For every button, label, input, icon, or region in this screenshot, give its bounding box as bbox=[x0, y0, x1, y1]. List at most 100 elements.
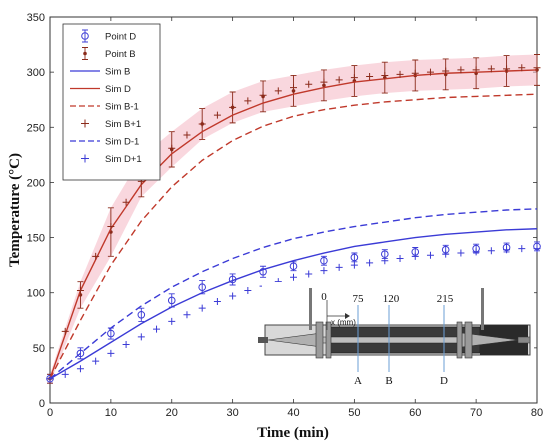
data-point-sim-b-1 bbox=[396, 70, 404, 78]
data-point-sim-d-1 bbox=[335, 263, 343, 271]
data-point-sim-d-1 bbox=[46, 375, 54, 383]
data-point-sim-b-1 bbox=[381, 71, 389, 79]
data-point-sim-d-1 bbox=[290, 273, 297, 281]
data-point-sim-b-1 bbox=[183, 131, 191, 139]
data-point-sim-b-1 bbox=[305, 80, 313, 88]
data-point-sim-b-1 bbox=[335, 76, 343, 84]
legend-item-sim-d-1: Sim D+1 bbox=[81, 154, 142, 165]
x-tick-label: 40 bbox=[287, 407, 299, 419]
legend-label: Sim B bbox=[105, 67, 130, 78]
data-point-sim-b-1 bbox=[168, 144, 176, 152]
legend: Point D Point B Sim B Sim D Sim B-1 Sim B+1 Si… bbox=[62, 23, 161, 181]
data-point-sim-b-1 bbox=[76, 287, 84, 295]
data-point-sim-b-1 bbox=[92, 252, 100, 260]
y-tick-label: 300 bbox=[27, 67, 45, 79]
inset-right-flange-2 bbox=[464, 321, 473, 359]
data-point-sim-d-1 bbox=[533, 245, 541, 253]
legend-label: Point B bbox=[105, 49, 136, 60]
legend-label: Sim B+1 bbox=[105, 119, 141, 130]
data-point-sim-b-1 bbox=[487, 65, 495, 73]
legend-swatch bbox=[81, 32, 89, 40]
y-tick-label: 350 bbox=[27, 12, 45, 24]
data-point-sim-d-1 bbox=[518, 245, 526, 253]
legend-item-sim-b-1: Sim B+1 bbox=[81, 119, 141, 130]
data-point-sim-b-1 bbox=[213, 111, 221, 119]
data-point-sim-b-1 bbox=[244, 97, 252, 105]
data-point-sim-d-1 bbox=[92, 357, 100, 365]
data-point-point-d bbox=[198, 283, 206, 292]
data-point-sim-d-1 bbox=[122, 341, 130, 349]
series-sim-d-1 bbox=[49, 208, 538, 380]
inset-ruler-label-120: 120 bbox=[383, 293, 400, 305]
legend-label: Sim D bbox=[105, 84, 131, 95]
series-sim-d bbox=[49, 69, 538, 379]
axis-ticks: 0 10 20 30 40 50 60 70 80 0 50 100 150 200 250 300 350 bbox=[27, 12, 543, 419]
inset-left-cap bbox=[258, 337, 268, 343]
x-axis-label: Time (min) bbox=[257, 425, 329, 441]
series-line-sim-d-1 bbox=[49, 208, 538, 380]
legend-item-point-d: Point D bbox=[81, 29, 136, 43]
data-point-sim-d-1 bbox=[457, 249, 465, 257]
legend-swatch bbox=[81, 154, 89, 163]
x-tick-label: 50 bbox=[348, 407, 360, 419]
inset-point-label-d: D bbox=[440, 375, 448, 387]
series-line-sim-b bbox=[49, 228, 538, 380]
inset-left-post bbox=[309, 288, 312, 330]
data-point-sim-d-1 bbox=[426, 251, 434, 259]
data-point-sim-b-1 bbox=[259, 91, 267, 99]
series-sim-d-1 bbox=[46, 245, 541, 383]
inset-left-flange-2 bbox=[325, 321, 332, 359]
data-point-point-d bbox=[289, 262, 298, 271]
inset-right-cap bbox=[517, 336, 531, 344]
data-point-sim-b-1 bbox=[426, 68, 434, 76]
data-point-sim-b-1 bbox=[61, 327, 69, 335]
inset-schematic: 0 75 120 215 x (mm) A B D bbox=[258, 282, 534, 387]
inset-ruler-label-0: 0 bbox=[321, 291, 327, 303]
series-line-sim-d bbox=[49, 69, 538, 379]
legend-item-sim-b-1: Sim B-1 bbox=[70, 102, 139, 113]
inset-x-arrowhead bbox=[345, 313, 350, 319]
data-point-sim-d-1 bbox=[137, 333, 145, 341]
data-point-sim-b-1 bbox=[350, 74, 358, 82]
data-point-sim-b-1 bbox=[320, 78, 328, 86]
y-tick-label: 100 bbox=[27, 288, 45, 300]
data-point-point-d bbox=[350, 253, 359, 262]
data-point-point-d bbox=[320, 256, 328, 265]
data-point-sim-b-1 bbox=[107, 223, 115, 231]
data-point-sim-b-1 bbox=[518, 64, 526, 72]
legend-swatch bbox=[81, 119, 89, 128]
data-point-point-d bbox=[137, 310, 146, 319]
inset-left-flange bbox=[315, 321, 324, 359]
y-tick-label: 200 bbox=[27, 177, 45, 189]
data-point-sim-b-1 bbox=[122, 198, 130, 206]
data-point-sim-b-1 bbox=[290, 84, 297, 92]
data-point-sim-d-1 bbox=[350, 261, 358, 269]
data-point-point-d bbox=[259, 267, 267, 276]
legend-item-sim-b: Sim B bbox=[70, 67, 130, 78]
y-tick-label: 150 bbox=[27, 233, 45, 245]
y-axis-label: Temperature (°C) bbox=[7, 153, 23, 267]
data-point-point-d bbox=[76, 349, 85, 358]
x-tick-label: 10 bbox=[105, 407, 117, 419]
data-point-sim-b-1 bbox=[457, 66, 465, 74]
data-point-sim-d-1 bbox=[76, 365, 84, 373]
y-tick-label: 250 bbox=[27, 122, 45, 134]
data-point-point-d bbox=[167, 296, 176, 305]
data-point-sim-d-1 bbox=[472, 248, 480, 256]
data-point-sim-b-1 bbox=[442, 67, 450, 75]
data-point-sim-b-1 bbox=[198, 120, 206, 128]
data-point-sim-d-1 bbox=[503, 246, 511, 254]
data-point-sim-b-1 bbox=[411, 69, 419, 77]
data-point-sim-d-1 bbox=[411, 252, 419, 260]
x-tick-label: 0 bbox=[47, 407, 53, 419]
legend-label: Sim D+1 bbox=[105, 154, 142, 165]
data-point-sim-d-1 bbox=[153, 325, 161, 333]
data-point-sim-d-1 bbox=[61, 370, 69, 378]
data-point-sim-d-1 bbox=[442, 250, 450, 258]
y-tick-label: 50 bbox=[33, 343, 45, 355]
x-tick-label: 70 bbox=[470, 407, 482, 419]
data-point-sim-d-1 bbox=[305, 270, 313, 278]
legend-label: Sim D-1 bbox=[105, 137, 139, 148]
data-point-sim-d-1 bbox=[107, 349, 115, 357]
